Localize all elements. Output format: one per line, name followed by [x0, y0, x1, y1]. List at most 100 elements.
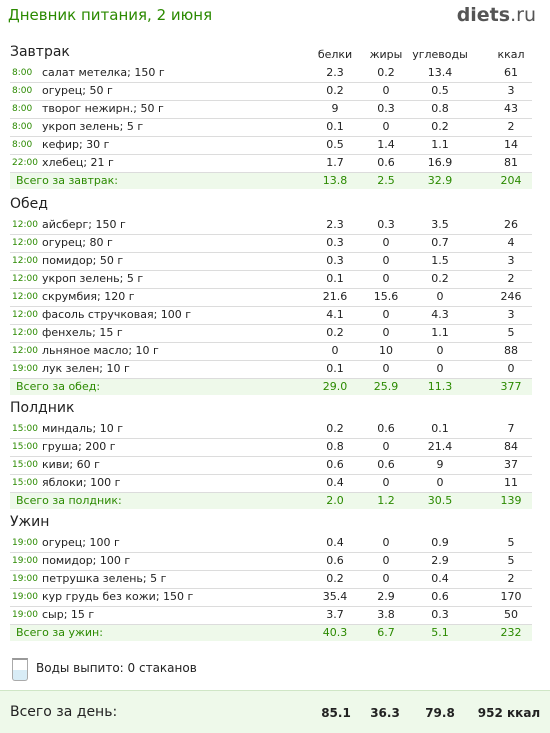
meal-total-label: Всего за полдник:: [16, 494, 122, 507]
food-row[interactable]: 12:00 айсберг; 150 г 2.3 0.3 3.5 26: [10, 216, 532, 235]
food-kcal: 14: [504, 138, 518, 151]
food-proteins: 0.3: [326, 236, 344, 249]
food-proteins: 2.3: [326, 218, 344, 231]
food-row[interactable]: 22:00 хлебец; 21 г 1.7 0.6 16.9 81: [10, 154, 532, 173]
food-time: 8:00: [12, 68, 33, 78]
day-total-kcal: 952 ккал: [477, 706, 541, 720]
food-name: огурец; 100 г: [42, 536, 120, 549]
food-row[interactable]: 15:00 миндаль; 10 г 0.2 0.6 0.1 7: [10, 420, 532, 439]
food-carbs: 0.1: [431, 422, 449, 435]
food-name: укроп зелень; 5 г: [42, 272, 144, 285]
food-time: 12:00: [12, 292, 38, 302]
meal-title: Завтрак: [10, 44, 70, 60]
food-name: фасоль стручковая; 100 г: [42, 308, 192, 321]
food-kcal: 2: [507, 572, 515, 585]
food-kcal: 50: [504, 608, 518, 621]
food-name: айсберг; 150 г: [42, 218, 126, 231]
food-name: кефир; 30 г: [42, 138, 110, 151]
col-head-proteins: белки: [317, 48, 353, 61]
food-fats: 0: [382, 308, 390, 321]
food-row[interactable]: 12:00 льняное масло; 10 г 0 10 0 88: [10, 342, 532, 361]
food-row[interactable]: 19:00 лук зелен; 10 г 0.1 0 0 0: [10, 360, 532, 379]
meal-total-row: Всего за завтрак: 13.8 2.5 32.9 204: [10, 173, 532, 189]
food-row[interactable]: 8:00 салат метелка; 150 г 2.3 0.2 13.4 61: [10, 64, 532, 83]
food-row[interactable]: 8:00 кефир; 30 г 0.5 1.4 1.1 14: [10, 136, 532, 155]
food-proteins: 3.7: [326, 608, 344, 621]
food-kcal: 43: [504, 102, 518, 115]
food-kcal: 81: [504, 156, 518, 169]
logo-name: diets: [456, 4, 511, 26]
food-proteins: 0.1: [326, 120, 344, 133]
food-time: 12:00: [12, 220, 38, 230]
food-name: фенхель; 15 г: [42, 326, 123, 339]
food-row[interactable]: 8:00 огурец; 50 г 0.2 0 0.5 3: [10, 82, 532, 101]
food-carbs: 0.9: [431, 536, 449, 549]
food-time: 15:00: [12, 478, 38, 488]
food-proteins: 2.3: [326, 66, 344, 79]
food-row[interactable]: 12:00 огурец; 80 г 0.3 0 0.7 4: [10, 234, 532, 253]
meal-total-carbs: 30.5: [427, 494, 453, 507]
food-row[interactable]: 19:00 сыр; 15 г 3.7 3.8 0.3 50: [10, 606, 532, 625]
food-time: 12:00: [12, 328, 38, 338]
food-fats: 0.6: [377, 458, 395, 471]
col-head-carbs: углеводы: [412, 48, 468, 61]
food-time: 19:00: [12, 538, 38, 548]
food-proteins: 0.1: [326, 272, 344, 285]
food-time: 19:00: [12, 556, 38, 566]
meal-total-label: Всего за обед:: [16, 380, 101, 393]
food-row[interactable]: 15:00 киви; 60 г 0.6 0.6 9 37: [10, 456, 532, 475]
food-carbs: 1.5: [431, 254, 449, 267]
food-kcal: 3: [507, 84, 515, 97]
food-time: 12:00: [12, 274, 38, 284]
food-row[interactable]: 19:00 помидор; 100 г 0.6 0 2.9 5: [10, 552, 532, 571]
food-row[interactable]: 12:00 фасоль стручковая; 100 г 4.1 0 4.3 3: [10, 306, 532, 325]
food-row[interactable]: 12:00 помидор; 50 г 0.3 0 1.5 3: [10, 252, 532, 271]
food-fats: 0.3: [377, 102, 395, 115]
food-row[interactable]: 19:00 огурец; 100 г 0.4 0 0.9 5: [10, 534, 532, 553]
meal-total-carbs: 32.9: [427, 174, 453, 187]
food-proteins: 0: [331, 344, 339, 357]
food-fats: 0: [382, 326, 390, 339]
food-name: сыр; 15 г: [42, 608, 95, 621]
food-kcal: 61: [504, 66, 518, 79]
food-carbs: 0.2: [431, 120, 449, 133]
meal-total-fats: 6.7: [377, 626, 395, 639]
food-fats: 0: [382, 536, 390, 549]
food-fats: 0: [382, 362, 390, 375]
food-proteins: 0.8: [326, 440, 344, 453]
food-time: 8:00: [12, 86, 33, 96]
meal-total-kcal: 139: [500, 494, 522, 507]
food-name: кур грудь без кожи; 150 г: [42, 590, 194, 603]
food-time: 8:00: [12, 104, 33, 114]
food-fats: 0: [382, 476, 390, 489]
glass-icon[interactable]: [12, 658, 28, 681]
food-row[interactable]: 12:00 фенхель; 15 г 0.2 0 1.1 5: [10, 324, 532, 343]
page-header: Дневник питания, 2 июня diets.ru: [0, 0, 550, 36]
food-row[interactable]: 15:00 яблоки; 100 г 0.4 0 0 11: [10, 474, 532, 493]
food-row[interactable]: 15:00 груша; 200 г 0.8 0 21.4 84: [10, 438, 532, 457]
food-name: огурец; 50 г: [42, 84, 113, 97]
food-fats: 0.3: [377, 218, 395, 231]
food-kcal: 0: [507, 362, 515, 375]
food-kcal: 2: [507, 272, 515, 285]
food-row[interactable]: 8:00 укроп зелень; 5 г 0.1 0 0.2 2: [10, 118, 532, 137]
food-kcal: 2: [507, 120, 515, 133]
food-row[interactable]: 12:00 укроп зелень; 5 г 0.1 0 0.2 2: [10, 270, 532, 289]
food-proteins: 0.6: [326, 458, 344, 471]
food-time: 12:00: [12, 346, 38, 356]
food-proteins: 0.4: [326, 536, 344, 549]
meal-title: Полдник: [10, 400, 75, 416]
food-fats: 0.6: [377, 156, 395, 169]
meal-title: Обед: [10, 196, 48, 212]
food-time: 15:00: [12, 442, 38, 452]
meal-total-proteins: 13.8: [322, 174, 348, 187]
food-row[interactable]: 19:00 кур грудь без кожи; 150 г 35.4 2.9 0.6…: [10, 588, 532, 607]
food-proteins: 0.4: [326, 476, 344, 489]
food-carbs: 0.7: [431, 236, 449, 249]
food-row[interactable]: 8:00 творог нежирн.; 50 г 9 0.3 0.8 43: [10, 100, 532, 119]
food-row[interactable]: 12:00 скрумбия; 120 г 21.6 15.6 0 246: [10, 288, 532, 307]
food-row[interactable]: 19:00 петрушка зелень; 5 г 0.2 0 0.4 2: [10, 570, 532, 589]
food-kcal: 5: [507, 554, 515, 567]
col-head-fats: жиры: [369, 48, 403, 61]
site-logo[interactable]: diets.ru: [457, 4, 536, 26]
